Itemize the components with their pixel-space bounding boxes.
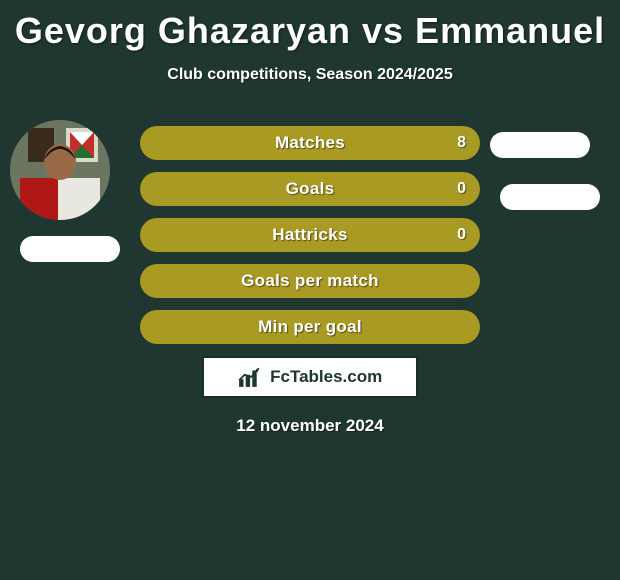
subtitle: Club competitions, Season 2024/2025 — [0, 66, 620, 84]
stat-label: Matches — [140, 126, 480, 160]
avatar-image — [10, 120, 110, 220]
stat-row-goals-per-match: Goals per match — [140, 264, 480, 298]
stat-row-goals: Goals 0 — [140, 172, 480, 206]
bar-chart-icon — [238, 366, 264, 388]
chart-date: 12 november 2024 — [0, 416, 620, 436]
stat-row-matches: Matches 8 — [140, 126, 480, 160]
page-title: Gevorg Ghazaryan vs Emmanuel — [0, 0, 620, 52]
logo-text: FcTables.com — [270, 367, 382, 387]
stat-label: Goals per match — [140, 264, 480, 298]
stat-value: 8 — [457, 126, 466, 160]
stat-row-min-per-goal: Min per goal — [140, 310, 480, 344]
comparison-chart: Matches 8 Goals 0 Hattricks 0 Goals per … — [0, 126, 620, 436]
stat-row-hattricks: Hattricks 0 — [140, 218, 480, 252]
player2-placeholder-pill-1 — [490, 132, 590, 158]
stat-label: Min per goal — [140, 310, 480, 344]
player1-placeholder-pill — [20, 236, 120, 262]
player2-placeholder-pill-2 — [500, 184, 600, 210]
stat-label: Goals — [140, 172, 480, 206]
fctables-logo[interactable]: FcTables.com — [202, 356, 418, 398]
stat-rows: Matches 8 Goals 0 Hattricks 0 Goals per … — [140, 126, 480, 344]
player1-avatar — [10, 120, 110, 220]
stat-label: Hattricks — [140, 218, 480, 252]
stat-value: 0 — [457, 218, 466, 252]
stat-value: 0 — [457, 172, 466, 206]
